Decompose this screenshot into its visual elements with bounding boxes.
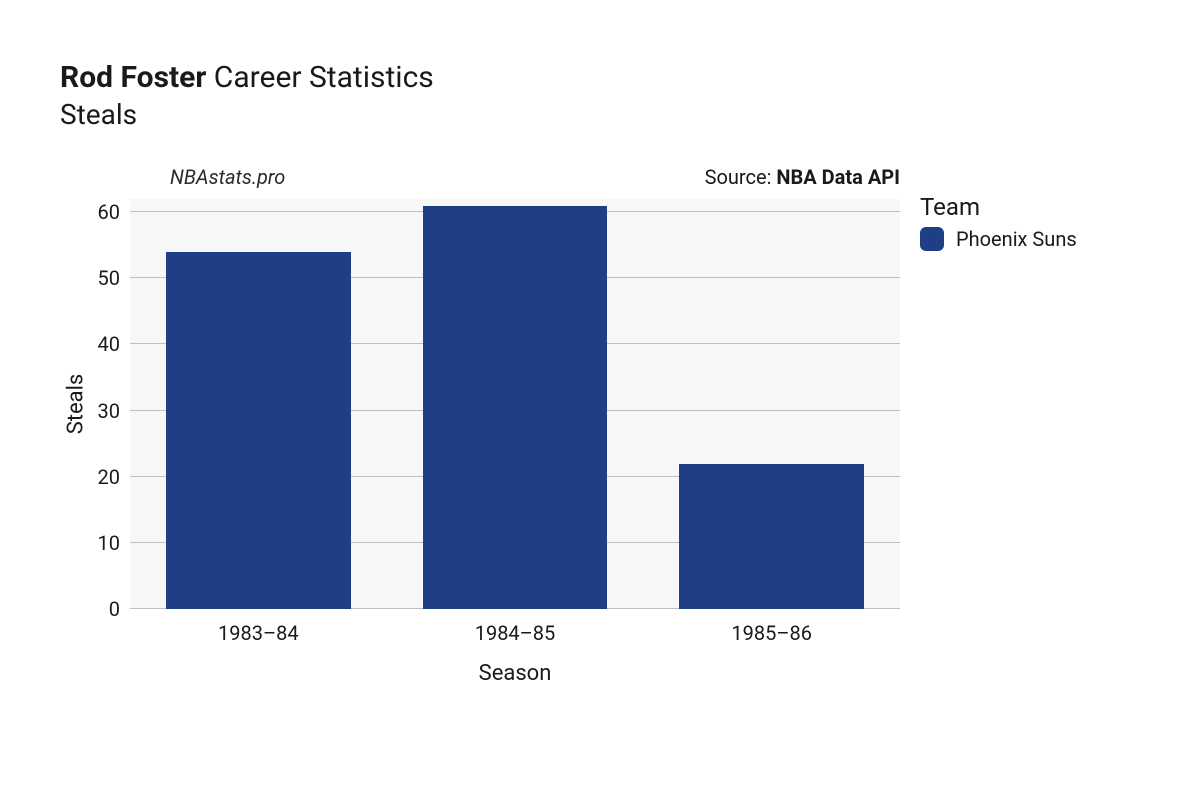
legend-label: Phoenix Suns	[956, 227, 1077, 251]
source-prefix: Source:	[705, 165, 777, 189]
y-tick-label: 40	[98, 332, 130, 356]
watermark-text: NBAstats.pro	[170, 165, 285, 189]
y-tick-label: 10	[98, 531, 130, 555]
chart-subtitle: Steals	[60, 98, 1160, 131]
legend-item: Phoenix Suns	[920, 227, 1120, 251]
source-name: NBA Data API	[776, 165, 900, 189]
x-tick-label: 1983–84	[218, 609, 299, 645]
bar	[423, 206, 608, 609]
chart-area: NBAstats.pro Source: NBA Data API Steals…	[60, 159, 1160, 719]
x-tick-label: 1984–85	[475, 609, 556, 645]
y-tick-label: 30	[98, 399, 130, 423]
chart-title-rest: Career Statistics	[214, 60, 434, 95]
source-attribution: Source: NBA Data API	[705, 165, 900, 189]
chart-title-player: Rod Foster	[60, 60, 206, 95]
y-tick-label: 60	[98, 200, 130, 224]
legend-title: Team	[920, 193, 1120, 221]
y-axis-title: Steals	[64, 374, 89, 435]
legend: Team Phoenix Suns	[920, 193, 1120, 251]
chart-card: Rod Foster Career Statistics Steals NBAs…	[0, 0, 1200, 759]
x-tick-label: 1985–86	[731, 609, 812, 645]
y-tick-label: 0	[109, 597, 130, 621]
plot-region: Steals Season 01020304050601983–841984–8…	[130, 199, 900, 609]
legend-swatch	[920, 227, 944, 251]
y-tick-label: 20	[98, 465, 130, 489]
x-axis-title: Season	[479, 661, 552, 686]
chart-topline: NBAstats.pro Source: NBA Data API	[130, 165, 900, 193]
bar	[166, 252, 351, 609]
bar	[679, 464, 864, 609]
chart-title: Rod Foster Career Statistics	[60, 60, 1160, 96]
y-tick-label: 50	[98, 266, 130, 290]
